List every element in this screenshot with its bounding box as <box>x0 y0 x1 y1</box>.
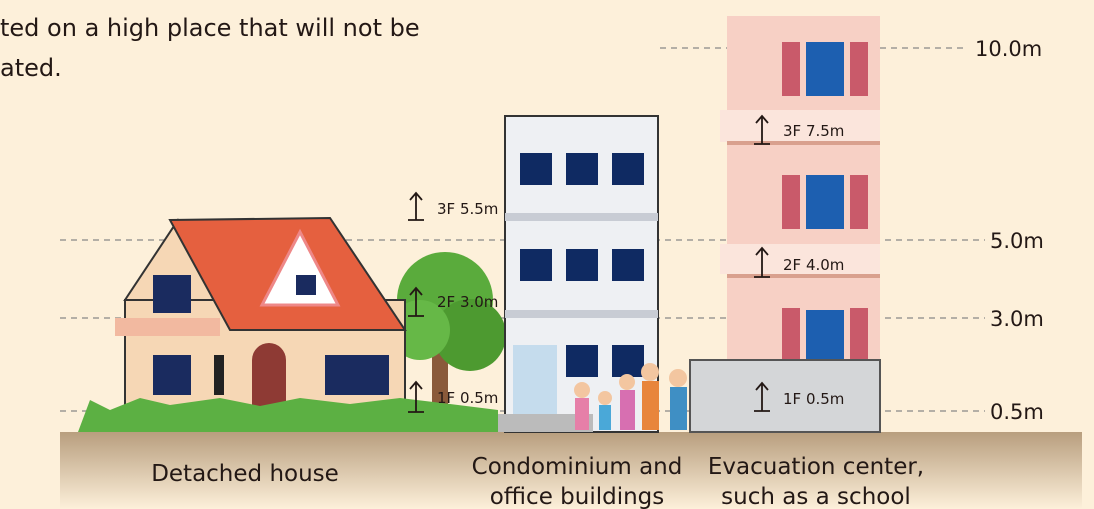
floor-label: 2F 4.0m <box>783 256 844 274</box>
caption: office buildings <box>490 484 665 509</box>
level-label: 0.5m <box>990 400 1044 424</box>
caption: such as a school <box>721 484 911 509</box>
floor-label: 1F 0.5m <box>783 390 844 408</box>
floor-label: 1F 0.5m <box>437 389 498 407</box>
level-label: 10.0m <box>975 37 1042 61</box>
caption: Evacuation center, <box>708 454 924 480</box>
intro-line: ated. <box>0 54 62 82</box>
floor-label: 2F 3.0m <box>437 293 498 311</box>
intro-line: ted on a high place that will not be <box>0 14 420 42</box>
caption: Detached house <box>151 461 339 487</box>
floor-label: 3F 7.5m <box>783 122 844 140</box>
level-label: 5.0m <box>990 229 1044 253</box>
caption: Condominium and <box>472 454 683 480</box>
floor-label: 3F 5.5m <box>437 200 498 218</box>
level-label: 3.0m <box>990 307 1044 331</box>
illustration: ted on a high place that will not be ate… <box>0 0 1094 509</box>
bushes <box>78 398 498 432</box>
